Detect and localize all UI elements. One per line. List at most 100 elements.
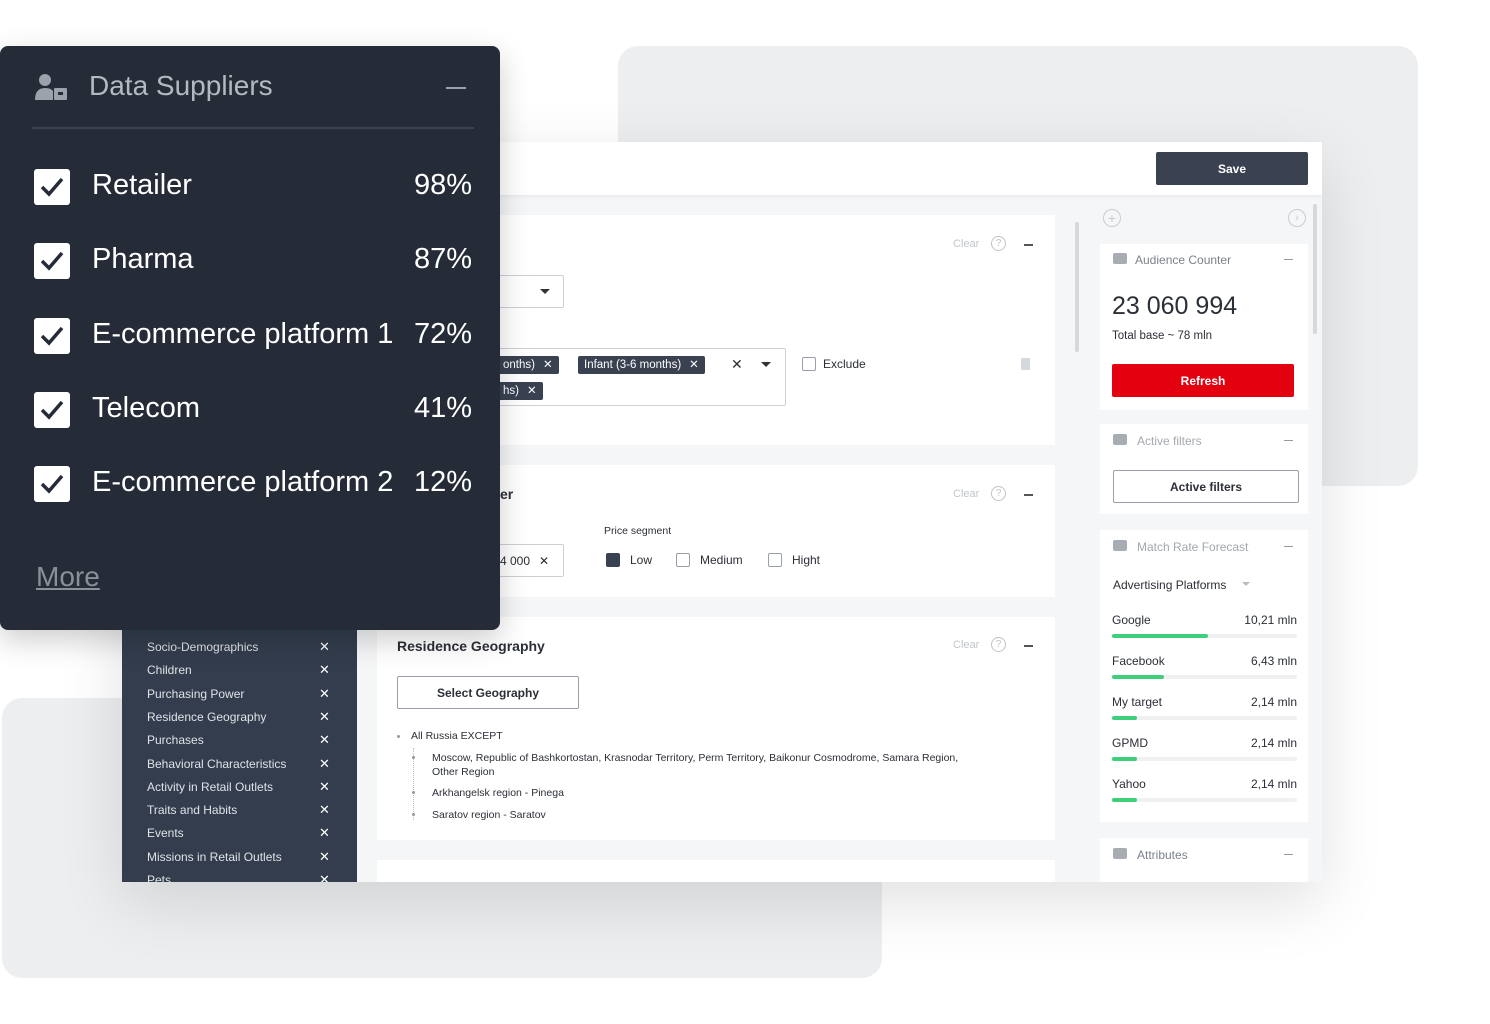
collapse-icon[interactable] xyxy=(1284,854,1293,855)
sidebar-item[interactable]: Residence Geography xyxy=(147,709,267,724)
tag: onths) ✕ xyxy=(497,356,559,374)
sidebar-item[interactable]: Purchases xyxy=(147,733,204,748)
sidebar-item[interactable]: Purchasing Power xyxy=(147,686,245,701)
active-filters-button[interactable]: Active filters xyxy=(1113,470,1299,503)
remove-icon[interactable]: ✕ xyxy=(319,708,330,724)
remove-icon[interactable]: ✕ xyxy=(319,685,330,701)
tag: hs) ✕ xyxy=(497,382,543,400)
supplier-name: Retailer xyxy=(92,169,192,201)
remove-icon[interactable]: ✕ xyxy=(319,802,330,818)
sidebar-item[interactable]: Behavioral Characteristics xyxy=(147,756,287,771)
check-mark xyxy=(40,326,64,346)
delete-icon[interactable] xyxy=(1021,358,1030,370)
clear-link[interactable]: Clear xyxy=(953,238,980,250)
exclude-checkbox[interactable] xyxy=(802,357,816,371)
checkbox[interactable] xyxy=(34,466,70,503)
remove-icon[interactable]: ✕ xyxy=(319,848,330,864)
checkbox[interactable] xyxy=(34,391,70,428)
save-button[interactable]: Save xyxy=(1156,152,1308,185)
checkbox[interactable] xyxy=(676,553,690,567)
select-geography-button[interactable]: Select Geography xyxy=(397,676,579,709)
divider xyxy=(32,127,474,129)
sidebar-item[interactable]: Traits and Habits xyxy=(147,803,238,818)
card-title: Active filters xyxy=(1137,434,1202,448)
tag-remove[interactable]: ✕ xyxy=(526,385,537,397)
help-icon[interactable]: ? xyxy=(991,236,1006,251)
progress-fill xyxy=(1112,716,1137,720)
supplier-name: Pharma xyxy=(92,243,194,276)
card-title: Match Rate Forecast xyxy=(1137,540,1249,554)
count: 23 060 994 xyxy=(1112,292,1238,320)
card-title: Audience Counter xyxy=(1135,253,1232,267)
remove-icon[interactable]: ✕ xyxy=(319,755,330,771)
clear-link[interactable]: Clear xyxy=(953,639,980,651)
clear-link[interactable]: Clear xyxy=(953,488,980,500)
tree-line xyxy=(413,748,414,820)
sidebar-item[interactable]: Activity in Retail Outlets xyxy=(147,779,274,794)
option-label: Medium xyxy=(700,553,743,567)
collapse-icon[interactable] xyxy=(1284,440,1293,441)
scrollbar xyxy=(1313,204,1317,334)
checkbox[interactable] xyxy=(34,243,70,280)
collapse-icon[interactable] xyxy=(446,87,466,89)
remove-icon[interactable]: ✕ xyxy=(319,662,330,678)
platform-dropdown[interactable]: Advertising Platforms xyxy=(1113,578,1227,592)
next-icon[interactable]: › xyxy=(1288,209,1306,227)
checkbox[interactable] xyxy=(34,317,70,354)
supplier-name: E-commerce platform 2 xyxy=(92,466,394,499)
tree-root: All Russia EXCEPT xyxy=(411,730,503,742)
caret[interactable] xyxy=(761,362,771,367)
bullet xyxy=(412,791,415,794)
caret[interactable] xyxy=(1242,582,1250,586)
supplier-share: 41% xyxy=(413,391,472,424)
collapse-icon[interactable] xyxy=(1024,645,1033,647)
collapse-icon[interactable] xyxy=(1284,259,1293,260)
remove-icon[interactable]: ✕ xyxy=(319,639,330,654)
bullet xyxy=(397,735,400,738)
input-value: 4 000 xyxy=(500,554,531,568)
help-icon[interactable]: ? xyxy=(991,637,1006,652)
sidebar-item[interactable]: Missions in Retail Outlets xyxy=(147,849,282,864)
tree-item: Saratov region - Saratov xyxy=(432,809,546,821)
remove-icon[interactable]: ✕ xyxy=(319,872,330,882)
sidebar-item[interactable]: Events xyxy=(147,826,184,841)
collapse-icon[interactable] xyxy=(1024,244,1033,246)
remove-icon[interactable]: ✕ xyxy=(319,825,330,841)
option-label: Low xyxy=(630,553,653,567)
tag-remove[interactable]: ✕ xyxy=(542,359,553,371)
help-icon[interactable]: ? xyxy=(991,486,1006,501)
input-clear[interactable]: ✕ xyxy=(539,554,550,568)
collapse-icon[interactable] xyxy=(1024,494,1033,496)
progress-track xyxy=(1112,716,1297,720)
progress-fill xyxy=(1112,798,1137,802)
card-icon xyxy=(1113,253,1127,264)
filter-card xyxy=(377,860,1055,882)
remove-icon[interactable]: ✕ xyxy=(319,732,330,748)
checkbox[interactable] xyxy=(606,553,620,567)
collapse-icon[interactable] xyxy=(1284,546,1293,547)
suppliers-panel: Data Suppliers More Retailer 98% Pharma 87%… xyxy=(0,46,500,630)
checkbox[interactable] xyxy=(768,553,782,567)
checkbox[interactable] xyxy=(34,169,70,205)
supplier-icon xyxy=(35,74,67,100)
remove-icon[interactable]: ✕ xyxy=(319,778,330,794)
sidebar-item[interactable]: Pets xyxy=(147,873,172,882)
supplier-share: 87% xyxy=(413,243,472,276)
clear-tags[interactable]: ✕ xyxy=(731,356,743,372)
sidebar-item[interactable]: Socio-Demographics xyxy=(147,640,259,654)
total: Total base ~ 78 mln xyxy=(1112,330,1213,342)
bullet xyxy=(412,756,415,759)
supplier-name: E-commerce platform 1 xyxy=(92,317,394,350)
more-link[interactable]: More xyxy=(36,561,100,592)
card-icon xyxy=(1113,540,1127,551)
supplier-share: 12% xyxy=(413,466,472,499)
refresh-button[interactable]: Refresh xyxy=(1112,364,1294,397)
add-icon[interactable]: + xyxy=(1103,209,1121,227)
tag-remove[interactable]: ✕ xyxy=(689,359,699,371)
progress-track xyxy=(1112,798,1297,802)
exclude-label: Exclude xyxy=(823,357,866,371)
platform-name: Yahoo xyxy=(1112,777,1146,791)
sidebar-item[interactable]: Children xyxy=(147,663,192,678)
progress-fill xyxy=(1112,634,1208,638)
